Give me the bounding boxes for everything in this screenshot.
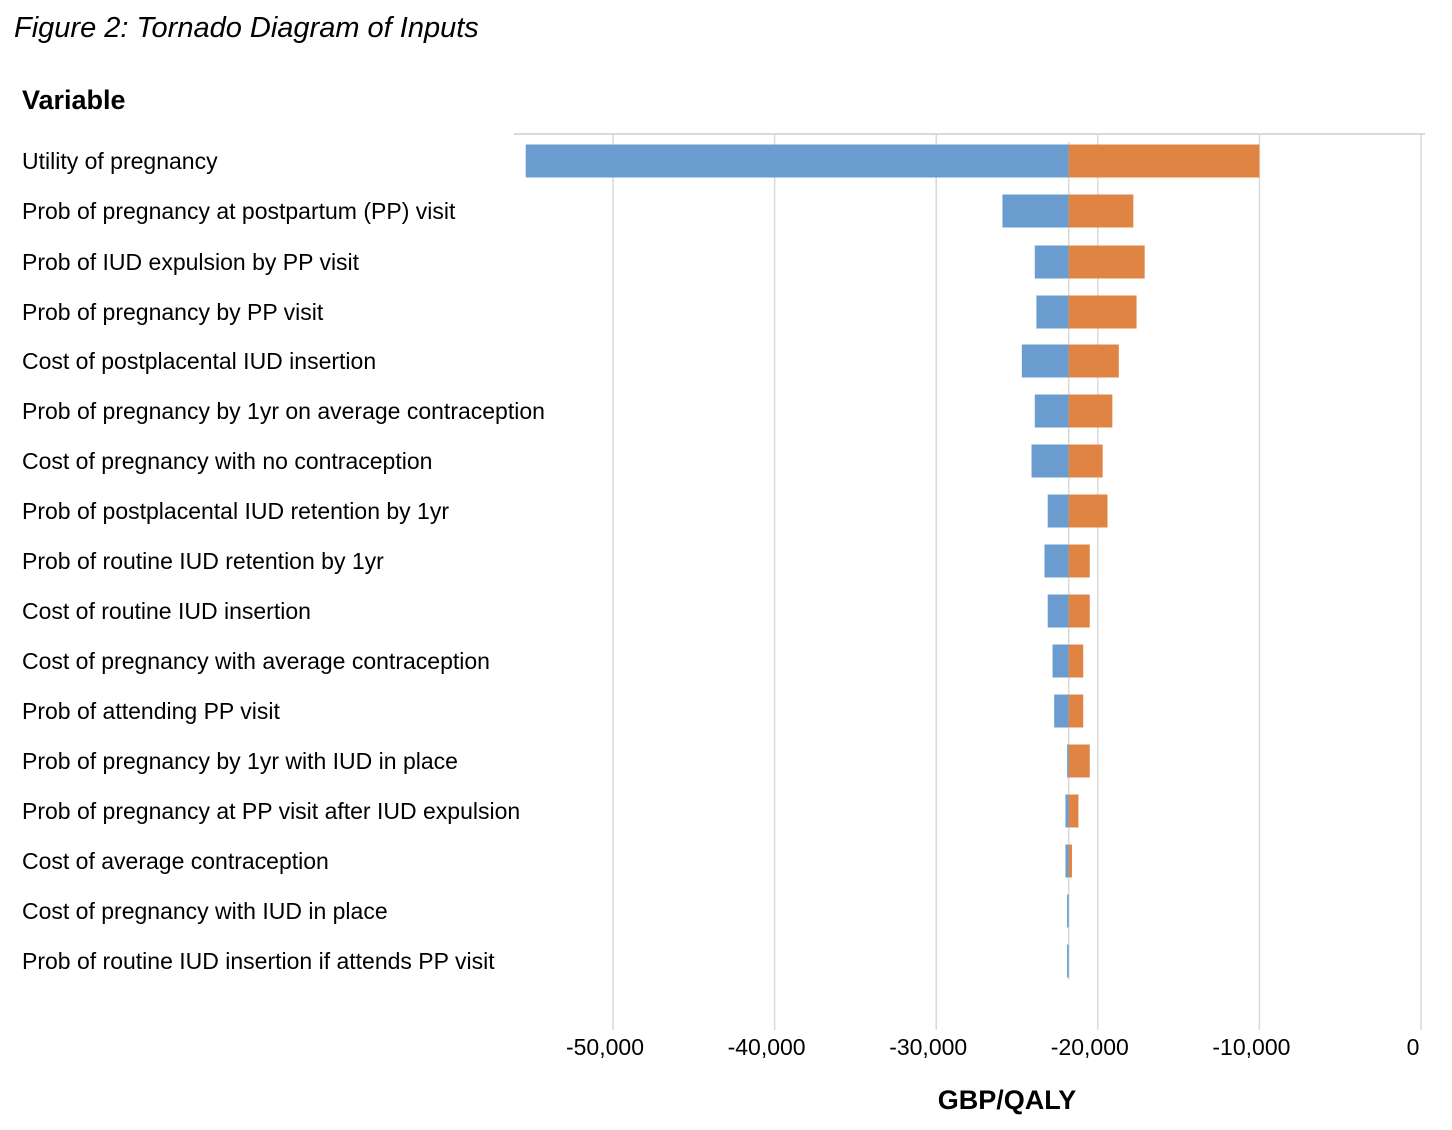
bar-low xyxy=(1044,544,1069,578)
category-label: Prob of pregnancy by 1yr on average cont… xyxy=(22,398,545,424)
bar-high xyxy=(1068,444,1103,478)
x-axis-ticks: -50,000 -40,000 -30,000 -20,000 -10,000 0 xyxy=(566,1034,1419,1060)
category-label: Cost of routine IUD insertion xyxy=(22,598,311,624)
bar-low xyxy=(1036,295,1069,329)
category-label: Cost of pregnancy with IUD in place xyxy=(22,898,388,924)
category-label: Cost of average contraception xyxy=(22,848,329,874)
bar-low xyxy=(1052,644,1069,678)
bar-low xyxy=(1067,944,1069,978)
bar-high xyxy=(1068,194,1134,228)
category-label: Prob of pregnancy by 1yr with IUD in pla… xyxy=(22,748,458,774)
y-axis-title: Variable xyxy=(22,85,126,115)
bar-low xyxy=(1047,594,1069,628)
category-label: Cost of pregnancy with no contraception xyxy=(22,448,432,474)
bar-high xyxy=(1068,794,1079,828)
category-label: Prob of routine IUD insertion if attends… xyxy=(22,948,495,974)
category-label: Prob of pregnancy at postpartum (PP) vis… xyxy=(22,198,456,224)
category-label: Prob of pregnancy by PP visit xyxy=(22,299,324,325)
bar-high xyxy=(1068,295,1137,329)
bar-high xyxy=(1068,694,1084,728)
x-tick-label: 0 xyxy=(1407,1034,1420,1060)
category-label: Prob of pregnancy at PP visit after IUD … xyxy=(22,798,520,824)
x-tick-label: -40,000 xyxy=(728,1034,806,1060)
x-tick-label: -10,000 xyxy=(1212,1034,1290,1060)
bar-low xyxy=(1031,444,1069,478)
bar-high xyxy=(1068,344,1119,378)
category-label: Cost of pregnancy with average contracep… xyxy=(22,648,490,674)
row-labels: Utility of pregnancy Prob of pregnancy at… xyxy=(22,148,545,974)
category-label: Prob of attending PP visit xyxy=(22,698,280,724)
bar-high xyxy=(1068,644,1084,678)
bar-low xyxy=(1067,894,1069,928)
bar-low xyxy=(1034,394,1069,428)
x-tick-label: -20,000 xyxy=(1051,1034,1129,1060)
bar-low xyxy=(1065,844,1069,878)
bar-high xyxy=(1068,245,1145,279)
bar-low xyxy=(1065,794,1069,828)
bar-low xyxy=(1021,344,1069,378)
gridlines xyxy=(514,133,1425,1030)
bar-low xyxy=(1034,245,1069,279)
bar-low xyxy=(1047,494,1069,528)
category-label: Utility of pregnancy xyxy=(22,148,218,174)
bar-high xyxy=(1068,544,1090,578)
bar-low xyxy=(1054,694,1069,728)
x-tick-label: -50,000 xyxy=(566,1034,644,1060)
bars xyxy=(525,144,1260,978)
bar-high xyxy=(1068,144,1260,178)
figure-title: Figure 2: Tornado Diagram of Inputs xyxy=(14,12,479,44)
bar-high xyxy=(1068,744,1090,778)
bar-high xyxy=(1068,594,1090,628)
bar-low xyxy=(1067,744,1069,778)
x-tick-label: -30,000 xyxy=(889,1034,967,1060)
category-label: Cost of postplacental IUD insertion xyxy=(22,348,376,374)
x-axis-title: GBP/QALY xyxy=(937,1085,1077,1115)
category-label: Prob of routine IUD retention by 1yr xyxy=(22,548,384,574)
bar-low xyxy=(1002,194,1069,228)
bar-high xyxy=(1068,494,1108,528)
bar-low xyxy=(525,144,1069,178)
bar-high xyxy=(1068,394,1113,428)
bar-high xyxy=(1068,844,1072,878)
category-label: Prob of postplacental IUD retention by 1… xyxy=(22,498,449,524)
category-label: Prob of IUD expulsion by PP visit xyxy=(22,249,360,275)
